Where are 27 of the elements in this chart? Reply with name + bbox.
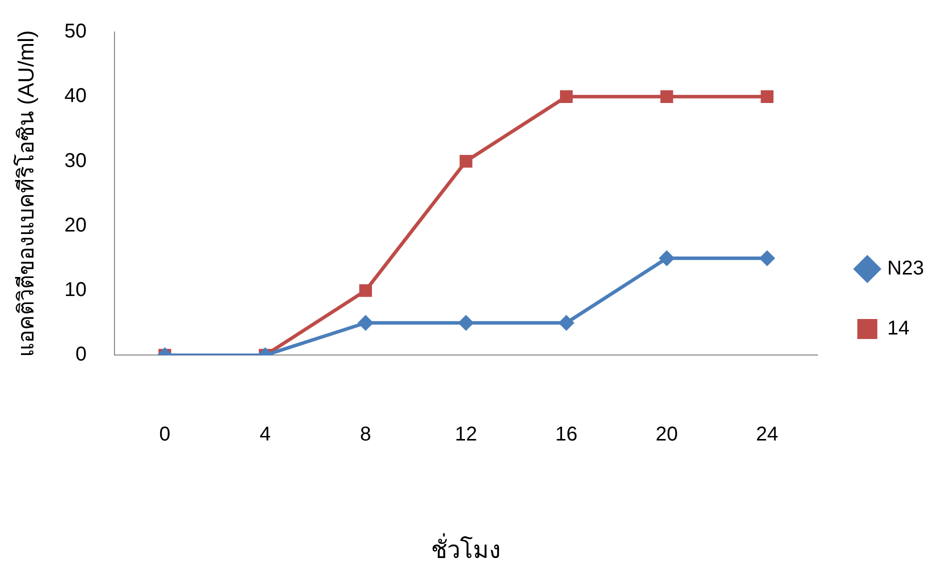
x-tick-label: 12 bbox=[454, 424, 478, 446]
x-tick-label: 0 bbox=[159, 424, 170, 446]
point bbox=[458, 314, 474, 331]
x-tick-label: 16 bbox=[555, 424, 578, 446]
point bbox=[359, 284, 372, 297]
y-tick-label: 10 bbox=[64, 279, 87, 302]
point bbox=[759, 250, 776, 266]
point bbox=[560, 90, 573, 104]
point bbox=[558, 314, 574, 331]
x-tick-label: 4 bbox=[260, 424, 271, 446]
point bbox=[660, 90, 674, 104]
y-tick-label: 50 bbox=[64, 20, 87, 43]
legend-label: 14 bbox=[887, 318, 910, 340]
x-tick-label: 20 bbox=[656, 424, 678, 446]
legend-label: N23 bbox=[887, 258, 924, 280]
point bbox=[460, 154, 472, 168]
x-axis-title: ชั่วโมง bbox=[430, 533, 501, 564]
y-tick-label: 30 bbox=[64, 150, 87, 172]
x-tick-label: 8 bbox=[360, 424, 372, 446]
x-tick-label: 24 bbox=[756, 424, 778, 446]
y-axis-title: แอคติวิตีของแบคทีริโอซิน (AU/ml) bbox=[13, 30, 38, 357]
point bbox=[760, 90, 774, 104]
point bbox=[658, 250, 675, 266]
y-tick-label: 0 bbox=[76, 344, 87, 366]
y-tick-label: 40 bbox=[64, 85, 87, 108]
point bbox=[358, 314, 374, 331]
y-tick-label: 20 bbox=[64, 214, 87, 236]
